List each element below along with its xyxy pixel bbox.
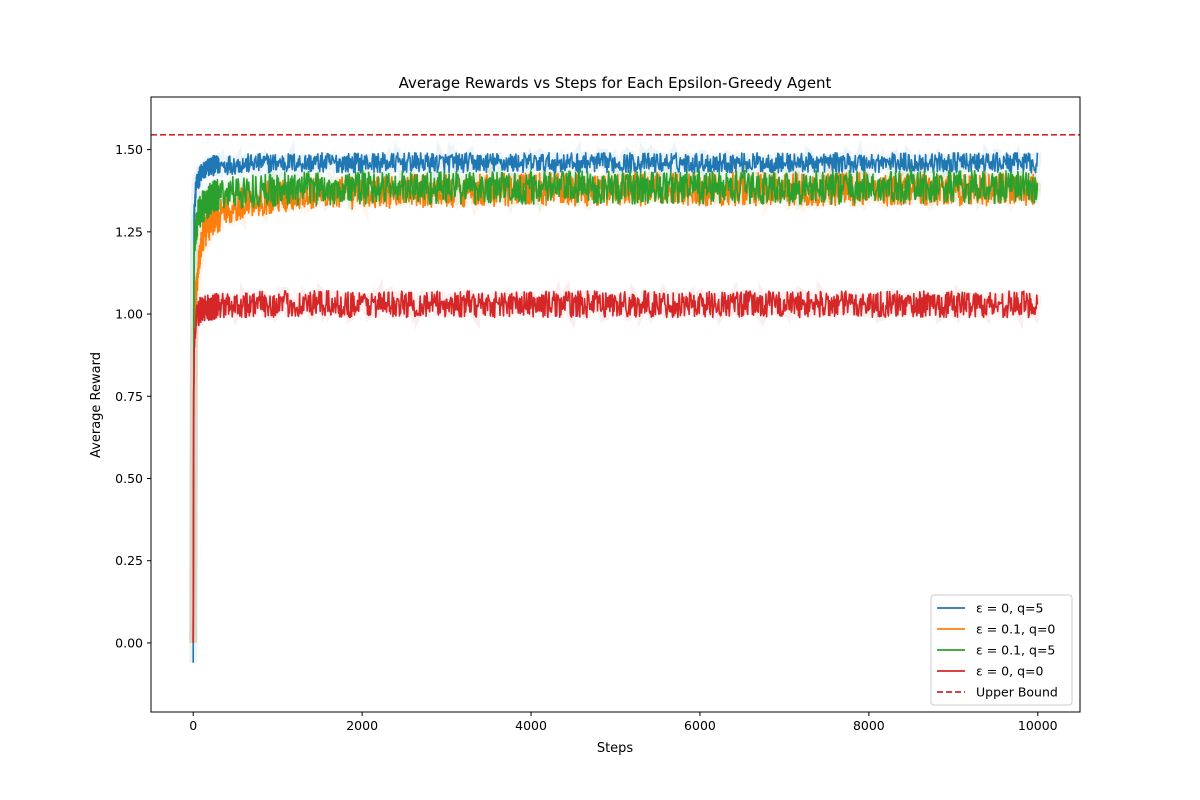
y-tick-label: 0.25 <box>115 553 143 568</box>
x-tick-label: 8000 <box>853 718 885 733</box>
legend-label: ε = 0, q=5 <box>976 601 1043 616</box>
x-tick-label: 4000 <box>515 718 547 733</box>
legend-label: ε = 0.1, q=5 <box>976 643 1055 658</box>
legend-box <box>930 594 1073 706</box>
legend-label: ε = 0.1, q=0 <box>976 622 1055 637</box>
legend-label: Upper Bound <box>976 685 1058 700</box>
y-tick-label: 0.00 <box>115 635 143 650</box>
series-line <box>192 151 1039 663</box>
plot-frame <box>150 96 1081 713</box>
series-line <box>192 169 1039 643</box>
y-tick-label: 1.25 <box>115 224 143 239</box>
x-axis-label: Steps <box>597 741 634 756</box>
x-tick-label: 2000 <box>346 718 378 733</box>
y-tick-label: 1.00 <box>115 307 143 322</box>
x-tick-label: 10000 <box>1018 718 1058 733</box>
legend-label: ε = 0, q=0 <box>976 664 1043 679</box>
x-tick-label: 6000 <box>684 718 716 733</box>
y-tick-label: 0.50 <box>115 471 143 486</box>
y-axis-ticks: 0.00 0.25 0.50 0.75 1.00 1.25 1.50 <box>115 142 151 650</box>
series-line <box>192 289 1039 643</box>
x-tick-label: 0 <box>189 718 197 733</box>
y-tick-label: 0.75 <box>115 389 143 404</box>
series-layer <box>189 139 1042 663</box>
plot-area <box>150 96 1081 713</box>
chart-title: Average Rewards vs Steps for Each Epsilo… <box>399 74 832 92</box>
legend: ε = 0, q=5 ε = 0.1, q=0 ε = 0.1, q=5 ε = 0,… <box>930 594 1073 706</box>
x-axis-ticks: 0 2000 4000 6000 8000 10000 <box>189 712 1058 733</box>
y-axis-label: Average Reward <box>89 352 104 458</box>
y-tick-label: 1.50 <box>115 142 143 157</box>
